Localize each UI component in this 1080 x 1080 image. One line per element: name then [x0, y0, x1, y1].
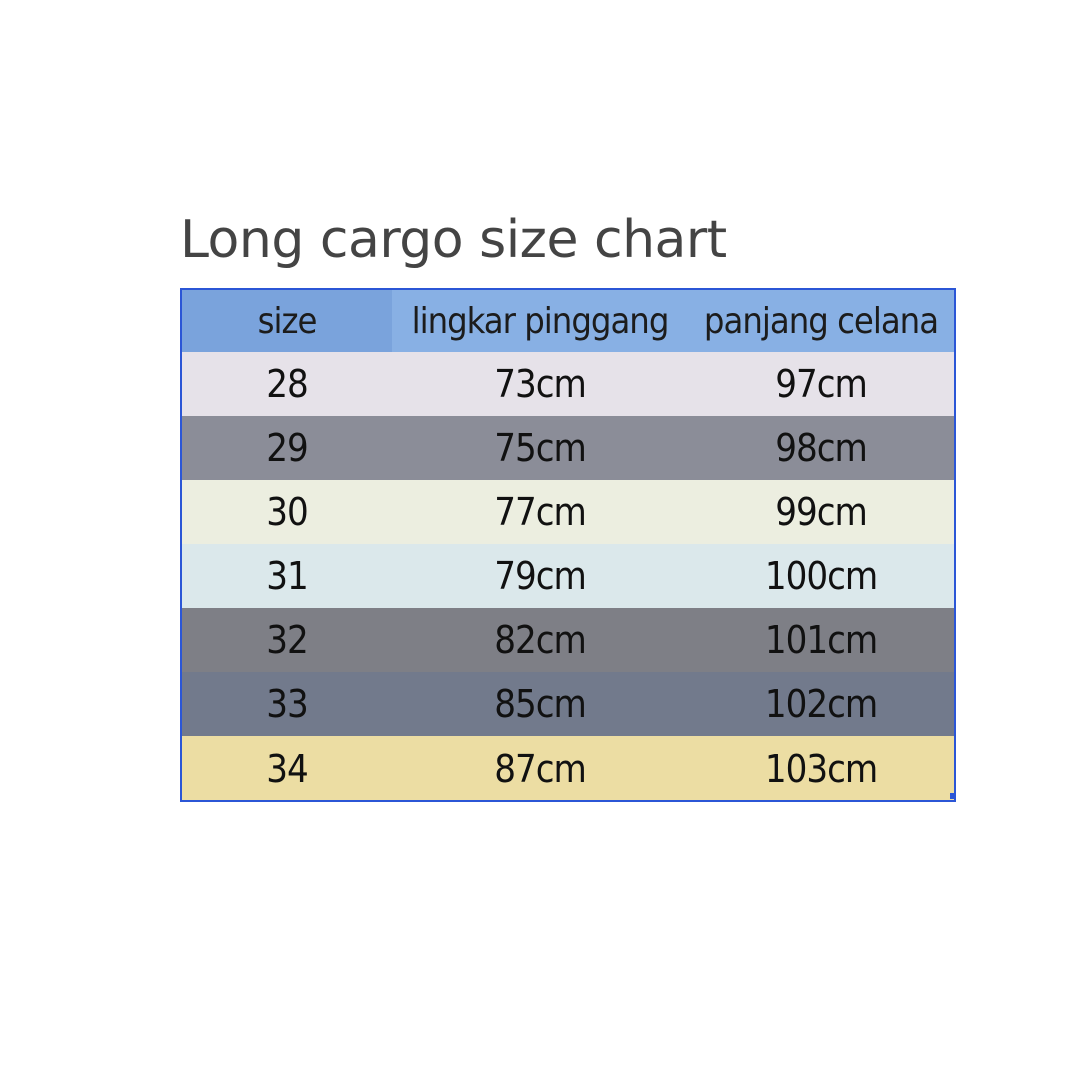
- cell-waist: 77cm: [494, 490, 587, 534]
- cell-waist: 79cm: [494, 554, 587, 598]
- cell-size: 30: [266, 490, 309, 534]
- table-header-row: size lingkar pinggang panjang celana: [182, 290, 954, 352]
- table-row: 32 82cm 101cm: [182, 608, 954, 672]
- table-row: 28 73cm 97cm: [182, 352, 954, 416]
- size-chart-table: size lingkar pinggang panjang celana 28 …: [180, 288, 956, 802]
- header-waist: lingkar pinggang: [392, 290, 688, 352]
- cell-size: 31: [266, 554, 309, 598]
- table-row: 31 79cm 100cm: [182, 544, 954, 608]
- cell-waist: 87cm: [494, 747, 587, 791]
- table-row: 29 75cm 98cm: [182, 416, 954, 480]
- cell-length: 99cm: [775, 490, 868, 534]
- table-row: 34 87cm 103cm: [182, 736, 954, 800]
- cell-waist: 82cm: [494, 618, 587, 662]
- page-title: Long cargo size chart: [180, 210, 727, 270]
- cell-size: 32: [266, 618, 309, 662]
- cell-waist: 85cm: [494, 682, 587, 726]
- cell-size: 28: [266, 362, 309, 406]
- cell-length: 103cm: [764, 747, 878, 791]
- cell-length: 101cm: [764, 618, 878, 662]
- cell-length: 98cm: [775, 426, 868, 470]
- cell-size: 33: [266, 682, 309, 726]
- cell-length: 102cm: [764, 682, 878, 726]
- table-row: 30 77cm 99cm: [182, 480, 954, 544]
- cell-size: 29: [266, 426, 309, 470]
- cell-length: 97cm: [775, 362, 868, 406]
- table-row: 33 85cm 102cm: [182, 672, 954, 736]
- header-length: panjang celana: [688, 290, 954, 352]
- selection-handle: [950, 793, 956, 799]
- cell-waist: 73cm: [494, 362, 587, 406]
- cell-waist: 75cm: [494, 426, 587, 470]
- cell-size: 34: [266, 747, 309, 791]
- header-size: size: [182, 290, 392, 352]
- cell-length: 100cm: [764, 554, 878, 598]
